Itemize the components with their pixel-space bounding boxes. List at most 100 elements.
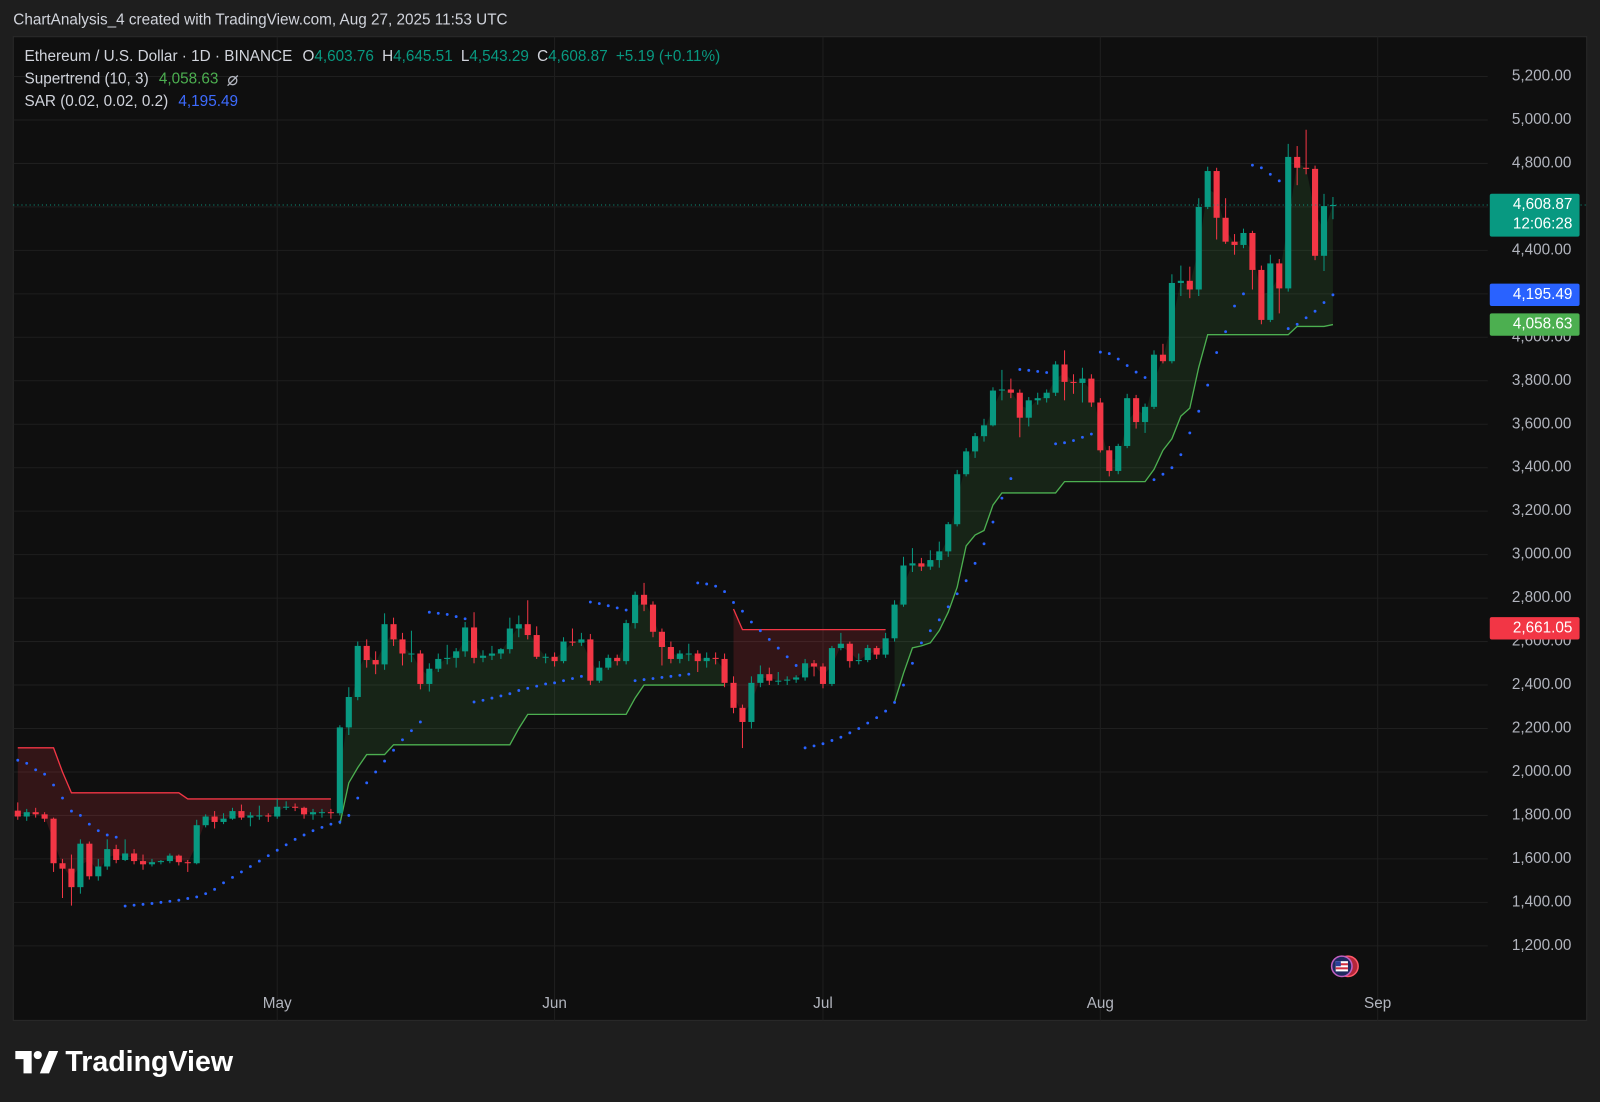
sar-dot (821, 742, 825, 746)
sar-dot (732, 601, 735, 604)
candle-body (327, 812, 334, 814)
sar-dot (928, 629, 932, 633)
candle-body (676, 653, 683, 659)
candle-body (757, 674, 764, 683)
candle-body (113, 849, 120, 860)
sar-dot (1224, 330, 1228, 334)
candle-body (802, 663, 809, 678)
sar-dot (43, 772, 47, 776)
candle-body (1267, 263, 1274, 320)
sar-dot (1125, 364, 1129, 367)
candle-body (1106, 450, 1113, 471)
candle-body (1061, 364, 1068, 382)
candle-body (1303, 167, 1310, 169)
sar-dot (1009, 477, 1013, 480)
candle-body (50, 818, 57, 864)
supertrend-fill (894, 162, 1333, 702)
sar-dot (231, 875, 234, 879)
sar-dot (1027, 368, 1031, 372)
sar-dot (651, 677, 655, 680)
legend-value: 4,608.87 (548, 48, 608, 65)
candle-body (515, 624, 522, 629)
candle-body (1240, 232, 1247, 245)
candle-body (658, 631, 665, 647)
price-badge-time: 12:06:28 (1513, 215, 1573, 232)
legend-key: H (382, 48, 393, 65)
logo-text: TradingView (65, 1046, 234, 1078)
sar-dot (240, 870, 243, 874)
sar-dot (562, 679, 565, 683)
candle-body (730, 682, 737, 708)
candle-body (372, 660, 379, 665)
legend-value: 4,645.51 (393, 48, 453, 65)
candle-body (417, 653, 424, 684)
sar-dot (544, 682, 548, 686)
y-tick-label: 4,400.00 (1512, 241, 1572, 258)
candle-body (408, 653, 415, 655)
y-tick-label: 4,800.00 (1512, 154, 1572, 171)
candle-body (470, 627, 478, 658)
candle-body (1168, 282, 1175, 362)
candle-body (426, 668, 433, 684)
sar-dot (1331, 293, 1335, 297)
logo-mark (15, 1050, 59, 1074)
sar-dot (1161, 472, 1165, 476)
sar-dot (159, 900, 163, 904)
sar-dot (34, 768, 38, 772)
y-tick-label: 5,000.00 (1512, 111, 1572, 128)
sar-dot (1089, 432, 1093, 436)
candle-body (1159, 354, 1167, 362)
candle-body (77, 843, 84, 888)
candle-body (891, 604, 898, 639)
candle-body (712, 657, 719, 659)
candle-body (1097, 402, 1104, 451)
candle-body (1124, 398, 1131, 446)
sar-dot (257, 859, 261, 863)
sar-dot (1107, 352, 1111, 356)
sar-dot (830, 739, 834, 742)
sar-dot (705, 582, 709, 586)
candle-body (1007, 389, 1014, 393)
candle-body (864, 648, 871, 661)
sar-dot (454, 615, 458, 618)
sar-dot (911, 661, 914, 665)
visibility-icon[interactable] (227, 75, 239, 87)
candle-body (810, 663, 818, 667)
candle-body (1249, 232, 1256, 270)
candle-body (1016, 392, 1023, 418)
x-tick-label: Jul (813, 995, 833, 1012)
sar-dot (714, 584, 718, 588)
flag-icon[interactable] (1330, 955, 1359, 978)
sar-dot (1250, 163, 1254, 167)
sar-dot (571, 677, 574, 680)
sar-dot (964, 579, 968, 583)
sar-dot (893, 700, 896, 704)
sar-dot (25, 761, 29, 765)
candle-body (175, 855, 182, 863)
candle-body (927, 560, 934, 567)
candle-body (41, 814, 48, 819)
sar-dot (1054, 442, 1058, 446)
header: ChartAnalysis_4 created with TradingView… (13, 11, 507, 28)
sar-dot (392, 748, 395, 752)
candle-body (1025, 400, 1032, 418)
sar-dot (1045, 371, 1049, 374)
sar-dot (723, 590, 726, 594)
candle-body (623, 623, 630, 662)
candle-body (640, 594, 648, 605)
price-badge (1489, 283, 1580, 307)
candle-body (1177, 280, 1184, 283)
sar-dot (508, 692, 512, 696)
x-tick-label: May (263, 995, 292, 1012)
supertrend-fill (733, 608, 886, 715)
candle-body (775, 680, 782, 682)
sar-dot (365, 781, 369, 785)
sar-dot (1215, 351, 1219, 354)
sar-dot (445, 612, 449, 616)
candle-body (837, 643, 844, 649)
supertrend-fill (17, 747, 331, 878)
candle-body (318, 812, 326, 814)
candle-body (578, 639, 585, 643)
candle-body (157, 861, 164, 863)
sar-dot (52, 783, 55, 787)
